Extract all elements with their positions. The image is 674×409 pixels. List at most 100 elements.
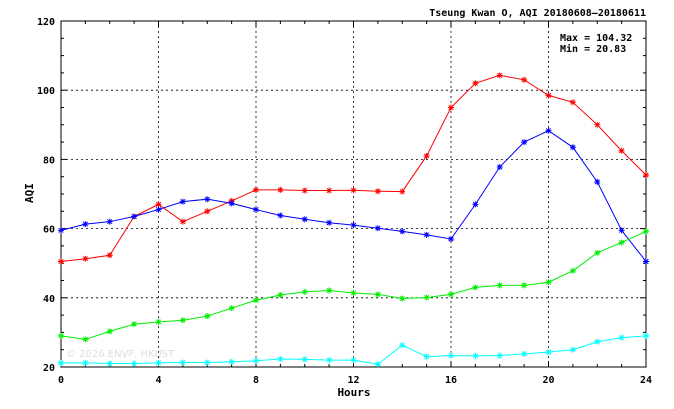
series-2-point (253, 206, 259, 213)
series-1-point (253, 186, 259, 193)
series-3-point (423, 294, 430, 301)
series-2-point (569, 144, 576, 151)
watermark: © 2026 ENVF, HKUST (66, 349, 175, 360)
series-1-point (277, 186, 284, 193)
series-2-point (204, 196, 211, 203)
series-2-point (301, 216, 308, 223)
series-3-point (545, 279, 552, 286)
series-1-point (448, 104, 454, 111)
series-1-point (326, 187, 333, 194)
series-4-point (618, 334, 625, 341)
series-3-point (277, 292, 284, 299)
series-3-point (496, 282, 503, 289)
y-tick-label: 100 (37, 86, 55, 97)
series-4-point (82, 359, 89, 366)
series-3-point (594, 249, 601, 256)
series-4-point (179, 359, 186, 366)
series-2-point (496, 164, 503, 171)
series-3-point (155, 319, 162, 326)
series-4-point (448, 352, 454, 359)
series-3-point (618, 239, 625, 246)
series-1-point (179, 218, 186, 225)
plot-area: 0 4 8 12 16 20 24 20 40 60 80 100 120 (37, 17, 652, 386)
series-2-point (350, 222, 357, 229)
series-1-point (472, 80, 479, 87)
series-3-point (350, 289, 357, 296)
series-2-point (643, 258, 649, 265)
series-2-point (326, 219, 333, 226)
series-1-point (399, 188, 406, 195)
series-2-point (82, 221, 89, 228)
series-4-point (277, 356, 284, 363)
x-tick-label: 4 (155, 375, 161, 386)
series-4-point (521, 350, 528, 357)
x-tick-label: 8 (253, 375, 259, 386)
series-3-point (643, 228, 649, 235)
series-1-point (618, 147, 625, 154)
series-3-point (472, 284, 479, 291)
series-1-point (521, 76, 528, 83)
series-1-point (301, 187, 308, 194)
series-4-point (204, 359, 211, 366)
series-2-point (58, 227, 64, 234)
series-1-point (58, 258, 64, 265)
chart-title: Tseung Kwan O, AQI 20180608–20180611 (429, 8, 646, 19)
series-3-point (82, 336, 89, 343)
series-4-point (569, 346, 576, 353)
series-4-point (399, 342, 406, 349)
x-tick-label: 20 (542, 375, 554, 386)
series-4-point (58, 359, 64, 366)
y-tick-label: 60 (43, 225, 55, 236)
series-3-point (569, 267, 576, 274)
x-axis-label: Hours (337, 386, 370, 399)
series-2-point (131, 213, 138, 220)
series-1-point (496, 72, 503, 79)
series-4-point (472, 352, 479, 359)
series-1-point (106, 252, 113, 259)
series-4-point (228, 358, 235, 365)
series-4-point (131, 360, 138, 367)
series-1-point (545, 92, 552, 99)
x-tick-label: 24 (640, 375, 652, 386)
series-3-point (106, 328, 113, 335)
series-3-point (399, 295, 406, 302)
series-2-point (374, 225, 381, 232)
max-annotation: Max = 104.32 (560, 33, 632, 44)
series-2-point (155, 206, 162, 213)
x-tick-label: 12 (347, 375, 359, 386)
series-4-point (301, 356, 308, 363)
series-2-point (277, 212, 284, 219)
series-4-point (350, 357, 357, 364)
series-3-point (448, 291, 454, 298)
series-line-1 (60, 74, 647, 262)
series-1-point (155, 201, 162, 208)
series-1-point (204, 208, 211, 215)
series-3-point (521, 282, 528, 289)
series-4-point (155, 359, 162, 366)
series-3-point (301, 288, 308, 295)
series-4-point (594, 338, 601, 345)
series-1-point (569, 99, 576, 106)
y-tick-label: 120 (37, 17, 55, 28)
series-4-point (253, 357, 259, 364)
series-4-point (106, 360, 113, 367)
series-4-point (643, 332, 649, 339)
y-tick-label: 80 (43, 155, 55, 166)
series-1-point (643, 171, 649, 178)
series-2-point (399, 228, 406, 235)
y-tick-label: 40 (43, 294, 55, 305)
series-1-point (82, 255, 89, 262)
series-2-point (106, 218, 113, 225)
series-4-point (374, 361, 381, 368)
series-1-point (350, 187, 357, 194)
x-tick-label: 16 (445, 375, 457, 386)
series-2-point (594, 178, 601, 185)
series-2-point (179, 198, 186, 205)
series-2-point (423, 231, 430, 238)
series-2-point (448, 235, 454, 242)
series-2-point (228, 200, 235, 207)
series-2-point (618, 227, 625, 234)
y-axis-label: AQI (23, 183, 36, 203)
x-tick-label: 0 (58, 375, 64, 386)
